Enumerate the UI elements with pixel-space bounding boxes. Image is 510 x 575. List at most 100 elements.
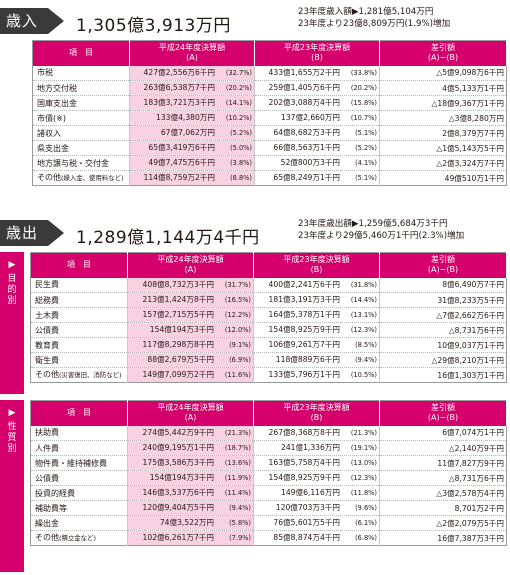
header-h24: 平成24年度決算額 (A): [129, 40, 255, 66]
row-name-text: 扶助費: [35, 428, 59, 438]
value-2011-percent: (4.1%): [355, 159, 377, 167]
row-name: 教育費: [30, 337, 128, 353]
table-row: 県支出金 65億3,419万6千円 (5.0%) 66億8,563万1千円 (5.2%)…: [32, 140, 507, 156]
row-name-text: 国庫支出金: [37, 98, 77, 108]
value-2011-amount: 137億2,660万円: [280, 113, 340, 122]
row-name-text: 諸収入: [37, 128, 61, 138]
value-2011: 154億8,925万9千円 (12.3%): [253, 322, 380, 338]
difference: 31億8,233万5千円: [379, 292, 507, 308]
revenue-note-2: 23年度より23億8,809万円(1.9%)増加: [298, 19, 451, 29]
row-name: 補助費等: [30, 500, 128, 516]
header-diff-sub: (A)−(B): [427, 265, 459, 275]
expenditure-tag: 歳出: [0, 220, 48, 246]
value-2012-amount: 133億4,380万円: [155, 113, 215, 122]
value-2011: 52億800万3千円 (4.1%): [254, 155, 380, 171]
value-2012: 65億3,419万6千円 (5.0%): [129, 140, 255, 156]
row-name: 公債費: [30, 322, 128, 338]
row-name: その他(積立金など): [30, 530, 128, 546]
row-name: 物件費・維持補修費: [30, 455, 128, 471]
value-2012-amount: 74億3,522万円: [159, 518, 214, 527]
table-row: 市税 427億2,556万6千円 (32.7%) 433億1,655万2千円 (33.8…: [32, 65, 507, 81]
value-2011-amount: 241億1,336万円: [280, 443, 340, 452]
difference: △2億2,079万5千円: [379, 515, 507, 531]
row-name-text: 補助費等: [35, 503, 67, 513]
value-2011-percent: (13.1%): [350, 311, 377, 319]
value-2012-amount: 88億2,679万5千円: [147, 355, 214, 364]
value-2011-percent: (6.1%): [355, 519, 377, 527]
difference: △2,140万9千円: [379, 440, 507, 456]
value-2012: 183億3,721万3千円 (14.1%): [129, 95, 255, 111]
value-2012: 49億7,475万6千円 (3.8%): [129, 155, 255, 171]
value-2011: 65億8,249万1千円 (5.1%): [254, 170, 380, 186]
value-2011-percent: (8.5%): [355, 341, 377, 349]
value-2012-percent: (21.3%): [224, 428, 251, 437]
value-2011: 202億3,088万4千円 (15.8%): [254, 95, 380, 111]
value-2011-percent: (9.4%): [355, 356, 377, 364]
value-2011-amount: 154億8,925万9千円: [268, 473, 340, 482]
value-2011-amount: 164億5,378万1千円: [268, 310, 340, 319]
row-name: 地方譲与税・交付金: [32, 155, 130, 171]
value-2011-amount: 149億6,116万円: [280, 488, 340, 497]
value-2011: 66億8,563万1千円 (5.2%): [254, 140, 380, 156]
value-2012: 114億8,759万2千円 (8.8%): [129, 170, 255, 186]
by-purpose-table: 項 目 平成24年度決算額 (A) 平成23年度決算額 (B) 差引額 (A)−(B)…: [30, 252, 507, 383]
value-2011-amount: 118億889万6千円: [275, 355, 340, 364]
row-name-sub: (積立金など): [59, 534, 96, 542]
value-2012-amount: 149億7,099万2千円: [142, 370, 214, 379]
difference: 11億7,827万9千円: [379, 455, 507, 471]
row-name-text: 繰出金: [35, 518, 59, 528]
value-2012-amount: 154億194万3千円: [149, 325, 214, 334]
value-2012-percent: (16.5%): [224, 296, 251, 304]
row-name: 国庫支出金: [32, 95, 130, 111]
value-2012-percent: (32.7%): [225, 68, 252, 77]
row-name: 衛生費: [30, 352, 128, 368]
table-header-row: 項 目 平成24年度決算額 (A) 平成23年度決算額 (B) 差引額 (A)−(B): [32, 40, 507, 66]
expenditure-note-1: 23年度歳出額▶1,259億5,684万3千円: [298, 219, 448, 229]
header-h23-sub: (B): [311, 53, 323, 63]
row-name-text: 人件費: [35, 443, 59, 453]
table-row: 衛生費 88億2,679万5千円 (6.9%) 118億889万6千円 (9.4%) △2…: [30, 352, 507, 368]
header-h24-sub: (A): [184, 265, 197, 275]
table-row: 扶助費 274億5,442万9千円 (21.3%) 267億8,368万8千円 (21.…: [30, 425, 507, 441]
revenue-table: 項 目 平成24年度決算額 (A) 平成23年度決算額 (B) 差引額 (A)−(B)…: [32, 40, 507, 186]
by-purpose-side-label: ▶ 目的別: [0, 252, 24, 394]
value-2012-percent: (9.4%): [229, 504, 251, 512]
value-2012-percent: (10.2%): [225, 114, 252, 122]
difference: △8,731万6千円: [379, 322, 507, 338]
value-2012-amount: 157億2,715万5千円: [142, 310, 214, 319]
value-2012: 274億5,442万9千円 (21.3%): [127, 425, 254, 441]
row-name: 地方交付税: [32, 80, 130, 96]
value-2011: 149億6,116万円 (11.8%): [253, 485, 380, 501]
row-name-sub: (繰入金、使用料など): [61, 174, 124, 182]
value-2011-percent: (14.4%): [350, 296, 377, 304]
expenditure-total: 1,289億1,144万4千円: [76, 228, 260, 248]
header-h24-title: 平成24年度決算額: [157, 255, 224, 265]
revenue-header: 歳入 1,305億3,913万円 23年度歳入額▶1,281億5,104万円 2…: [0, 7, 510, 36]
value-2012-percent: (13.6%): [224, 459, 251, 467]
row-name-sub: (災害復旧、消防など): [59, 371, 122, 379]
value-2011-percent: (5.1%): [355, 129, 377, 137]
expenditure-tag-arrow: [48, 220, 64, 246]
header-diff-title: 差引額: [431, 403, 455, 413]
value-2011: 85億8,874万4千円 (6.8%): [253, 530, 380, 546]
header-h23: 平成23年度決算額 (B): [253, 252, 380, 278]
value-2011: 164億5,378万1千円 (13.1%): [253, 307, 380, 323]
row-name-text: 公債費: [35, 473, 59, 483]
value-2011-percent: (9.6%): [355, 504, 377, 512]
row-name: 公債費: [30, 470, 128, 486]
row-name-text: 総務費: [35, 295, 59, 305]
table-row: 市債(※) 133億4,380万円 (10.2%) 137億2,660万円 (10.7%…: [32, 110, 507, 126]
value-2011: 118億889万6千円 (9.4%): [253, 352, 380, 368]
header-item: 項 目: [30, 252, 128, 278]
difference: △18億9,367万1千円: [379, 95, 507, 111]
header-diff-sub: (A)−(B): [427, 413, 459, 423]
header-diff: 差引額 (A)−(B): [379, 252, 507, 278]
table-row: 繰出金 74億3,522万円 (5.8%) 76億5,601万5千円 (6.1%) △2億…: [30, 515, 507, 531]
value-2011-percent: (5.2%): [355, 144, 377, 152]
value-2011-percent: (5.1%): [355, 174, 377, 182]
value-2012-amount: 175億3,586万3千円: [142, 458, 214, 467]
table-row: 土木費 157億2,715万5千円 (12.2%) 164億5,378万1千円 (13.…: [30, 307, 507, 323]
row-name-text: 土木費: [35, 310, 59, 320]
value-2012-percent: (5.2%): [230, 129, 252, 137]
value-2012-percent: (7.9%): [229, 534, 251, 542]
